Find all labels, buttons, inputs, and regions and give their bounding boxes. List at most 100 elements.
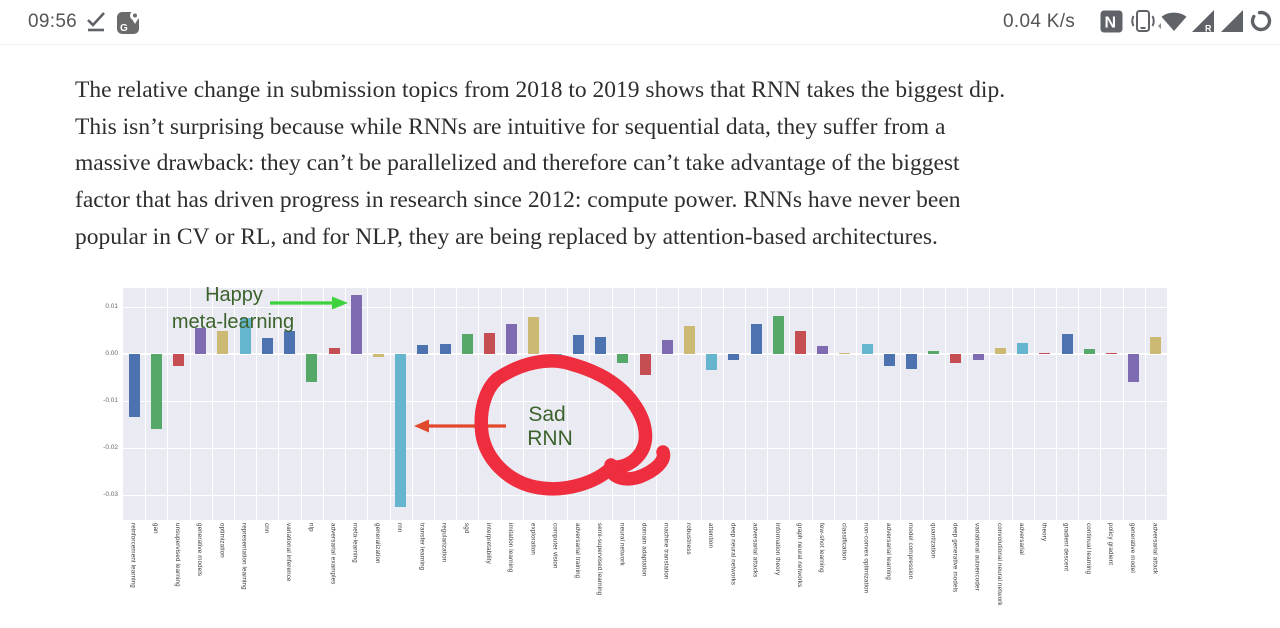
bar-generalization: [372, 354, 384, 357]
x-tick-label: interpretability: [485, 523, 492, 564]
gridline-v: [456, 288, 458, 520]
x-tick-label: adversarial attack: [1151, 523, 1159, 575]
gridline-v: [522, 288, 524, 520]
x-tick-label: generative model: [1129, 523, 1137, 573]
bar-transfer-learning: [417, 344, 429, 354]
x-tick-label: classification: [840, 523, 848, 561]
gridline-v: [1011, 288, 1013, 520]
bar-gan: [150, 354, 162, 430]
bar-optimization: [217, 330, 229, 354]
bar-quantization: [928, 350, 940, 354]
bar-adversarial: [1017, 343, 1029, 354]
bar-exploration: [528, 317, 540, 354]
annotation-sad-line1: Sad: [528, 403, 566, 426]
gridline-h: [123, 448, 1167, 449]
bar-non-convex-optimization: [861, 344, 873, 354]
x-tick-label: optimization: [218, 523, 226, 558]
bar-representation-learning: [239, 317, 251, 354]
gridline-v: [833, 288, 835, 520]
x-tick-label: continual learning: [1084, 523, 1092, 575]
gridline-v: [922, 288, 924, 520]
bar-domain-adaptation: [639, 354, 651, 376]
x-tick-label: deep neural networks: [729, 523, 737, 586]
bar-cnn: [261, 337, 273, 354]
x-tick-label: rnn: [396, 523, 404, 533]
gridline-v: [345, 288, 347, 520]
x-tick-label: neural network: [618, 523, 626, 566]
gridline-v: [744, 288, 746, 520]
x-tick-label: adversarial attacks: [751, 523, 759, 578]
svg-text:N: N: [1105, 15, 1117, 32]
x-tick-label: adversarial: [1018, 523, 1026, 555]
x-tick-label: quantization: [929, 523, 937, 559]
x-tick-label: adversarial training: [573, 523, 581, 579]
bar-few-shot-learning: [817, 346, 829, 354]
bar-unsupervised-learning: [173, 354, 185, 366]
bar-adversarial-training: [572, 335, 584, 354]
vibrate-icon: [1131, 10, 1155, 32]
gridline-v: [1144, 288, 1146, 520]
wifi-icon: [1158, 12, 1187, 31]
x-tick-label: unsupervised learning: [174, 523, 182, 587]
y-tick-label: -0.01: [103, 397, 118, 404]
bar-continual-learning: [1083, 348, 1095, 354]
gridline-v: [789, 288, 791, 520]
x-tick-label: variational autoencoder: [973, 523, 981, 591]
x-tick-label: meta-learning: [351, 523, 359, 563]
gridline-v: [1078, 288, 1080, 520]
svg-text:G: G: [120, 23, 128, 34]
x-tick-label: information theory: [773, 523, 781, 576]
x-tick-label: convolutional neural network: [995, 523, 1003, 606]
x-tick-label: computer vision: [551, 523, 559, 569]
x-tick-label: cnn: [262, 523, 270, 534]
bar-adversarial-attacks: [750, 324, 762, 354]
x-tick-label: non-convex optimization: [862, 523, 870, 594]
bar-adversarial-examples: [328, 348, 340, 354]
x-tick-label: domain adaptation: [640, 523, 648, 577]
article-line: massive drawback: they can’t be parallel…: [75, 150, 960, 177]
gridline-v: [478, 288, 480, 520]
y-tick-label: 0.01: [105, 303, 118, 310]
bar-adversarial-attack: [1150, 336, 1162, 354]
x-tick-label: semi-supervised learning: [596, 523, 604, 596]
gridline-v: [411, 288, 413, 520]
gridline-v: [700, 288, 702, 520]
gridline-v: [589, 288, 591, 520]
bar-robustness: [683, 325, 695, 354]
status-bar: 09:56 G 0.04 K/s N: [0, 0, 1280, 45]
article-paragraph: The relative change in submission topics…: [75, 72, 1195, 256]
bar-sgd: [461, 334, 473, 354]
gridline-v: [500, 288, 502, 520]
x-tick-label: robustness: [684, 523, 692, 555]
gridline-v: [433, 288, 435, 520]
bar-generative-model: [1128, 354, 1140, 383]
x-tick-label: exploration: [529, 523, 537, 555]
x-tick-label: graph neural networks: [795, 523, 803, 588]
gridline-h: [123, 307, 1167, 308]
bar-machine-translation: [661, 339, 673, 354]
gridline-v: [1055, 288, 1057, 520]
x-tick-label: model compression: [907, 523, 915, 580]
y-tick-label: 0.00: [105, 350, 118, 357]
gridline-v: [811, 288, 813, 520]
x-tick-label: machine translation: [662, 523, 670, 580]
x-tick-label: adversarial examples: [329, 523, 337, 585]
gridline-v: [989, 288, 991, 520]
bar-imitation-learning: [506, 324, 518, 354]
gridline-v: [256, 288, 258, 520]
gridline-v: [234, 288, 236, 520]
article-line: This isn’t surprising because while RNNs…: [75, 113, 946, 140]
gridline-v: [389, 288, 391, 520]
gridline-v: [300, 288, 302, 520]
gridline-v: [878, 288, 880, 520]
bar-semi-supervised-learning: [595, 336, 607, 354]
x-tick-label: imitation learning: [507, 523, 515, 573]
gridline-v: [678, 288, 680, 520]
battery-ring-icon: [1250, 10, 1272, 32]
gridline-v: [322, 288, 324, 520]
gridline-v: [567, 288, 569, 520]
x-tick-label: attention: [707, 523, 715, 549]
bar-convolutional-neural-network: [994, 347, 1006, 354]
article-line: The relative change in submission topics…: [75, 77, 1006, 103]
